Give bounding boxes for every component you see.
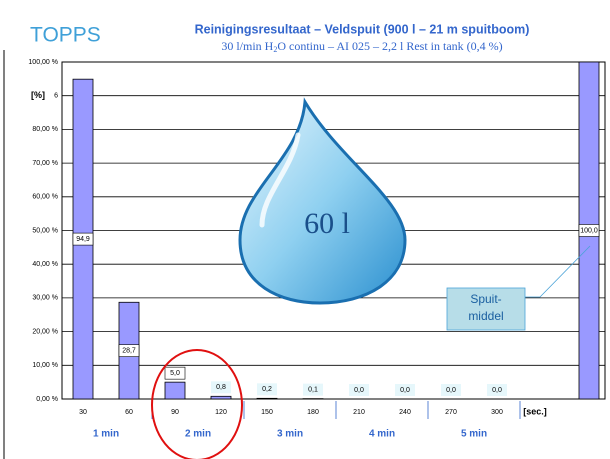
callout-text: Spuit- (470, 292, 501, 306)
value-label-box (211, 381, 231, 394)
x-tick-label: 210 (353, 409, 365, 416)
value-label-box (349, 384, 369, 396)
x-axis-label: [sec.] (523, 406, 547, 416)
callout-text: middel (468, 309, 503, 323)
y-tick-label: 80,00 % (32, 126, 58, 133)
y-tick-label: 10,00 % (32, 362, 58, 369)
value-label-box (257, 383, 277, 396)
value-label-box (578, 224, 600, 237)
group-label: 5 min (461, 429, 487, 440)
callout-line (525, 245, 591, 298)
value-label: 94,9 (76, 236, 90, 243)
highlight-circle (151, 349, 243, 459)
value-label: 28,7 (122, 347, 136, 354)
value-label-box (441, 384, 461, 396)
y-tick-label: 40,00 % (32, 261, 58, 268)
group-label: 3 min (277, 429, 303, 440)
value-label-box (72, 232, 94, 246)
drop-label: 60 l (304, 207, 350, 240)
y-tick-label: 50,00 % (32, 227, 58, 234)
bar (210, 395, 232, 400)
y-tick-label: 60,00 % (32, 194, 58, 201)
bar (256, 397, 278, 400)
y-tick-label: 20,00 % (32, 328, 58, 335)
value-label-box (164, 366, 186, 380)
chart-subtitle: 30 l/min H2O continu – AI 025 – 2,2 l Re… (221, 39, 502, 54)
value-label: 0,8 (216, 384, 226, 391)
drop (238, 97, 407, 305)
y-axis-label: [%] (31, 90, 45, 100)
value-label: 0,1 (308, 387, 318, 394)
value-label: 5,0 (170, 370, 180, 377)
value-label: 0,0 (446, 387, 456, 394)
x-tick-label: 150 (261, 409, 273, 416)
callout-box (446, 287, 526, 331)
x-tick-label: 300 (491, 409, 503, 416)
logo: TOPPS (30, 24, 101, 47)
group-label: 1 min (93, 429, 119, 440)
x-tick-label: 30 (79, 409, 87, 416)
value-label-box (487, 384, 507, 396)
x-tick-label: 60 (125, 409, 133, 416)
y-tick-label: 30,00 % (32, 295, 58, 302)
value-label: 0,2 (262, 386, 272, 393)
x-tick-label: 120 (215, 409, 227, 416)
x-tick-label: 240 (399, 409, 411, 416)
value-label: 0,0 (492, 387, 502, 394)
x-tick-label: 90 (171, 409, 179, 416)
value-label-box (303, 383, 323, 396)
drop-shine (259, 132, 301, 228)
value-label: 0,0 (400, 387, 410, 394)
chart-title: Reinigingsresultaat – Veldspuit (900 l –… (195, 22, 530, 36)
value-label-box (118, 344, 140, 357)
value-label: 0,0 (354, 387, 364, 394)
x-tick-label: 180 (307, 409, 319, 416)
bar (164, 381, 186, 400)
value-label: 100,0 (580, 227, 598, 234)
y-tick-label: 6 (54, 93, 58, 100)
value-label-box (395, 384, 415, 396)
y-tick-label: 70,00 % (32, 160, 58, 167)
group-label: 4 min (369, 429, 395, 440)
x-tick-label: 270 (445, 409, 457, 416)
group-label: 2 min (185, 429, 211, 440)
y-tick-label: 0,00 % (36, 396, 58, 403)
y-tick-label: 100,00 % (28, 59, 58, 66)
